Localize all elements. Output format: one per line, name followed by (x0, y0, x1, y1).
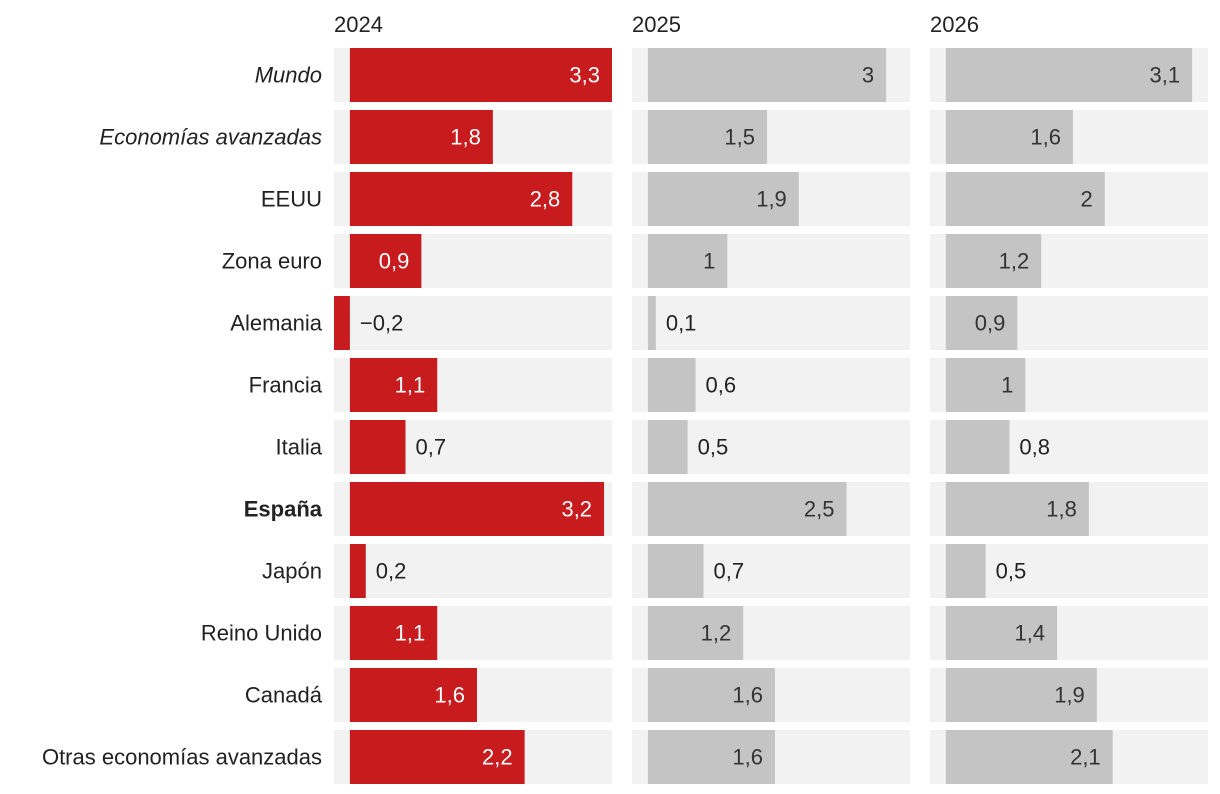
year-panels: 2024 3,3 1,8 2,8 0,9 −0,2 1,1 0,7 3,2 0,2 1,1 1,6 2,… (334, 12, 1208, 784)
value-label-2024-eeuu: 2,8 (530, 187, 561, 212)
panel-title-2026: 2026 (930, 12, 979, 37)
bar-2025-italia (647, 420, 688, 474)
bar-track (334, 296, 612, 350)
bar-2024-alemania (334, 296, 350, 350)
value-label-2026-mundo: 3,1 (1150, 63, 1181, 88)
value-label-2024-espana: 3,2 (561, 497, 592, 522)
value-label-2026-canada: 1,9 (1054, 683, 1085, 708)
row-label-zona-euro: Zona euro (222, 249, 322, 274)
value-label-2024-economias-avanzadas: 1,8 (450, 125, 481, 150)
row-label-alemania: Alemania (230, 311, 322, 336)
value-label-2025-mundo: 3 (862, 63, 874, 88)
value-label-2024-francia: 1,1 (395, 373, 426, 398)
bar-2024-japon (349, 544, 366, 598)
value-label-2025-reino-unido: 1,2 (701, 621, 732, 646)
bar-2026-canada (945, 668, 1097, 722)
bar-2025-espana (647, 482, 847, 536)
bar-2025-otras-economias-avanzadas (647, 730, 775, 784)
row-label-eeuu: EEUU (261, 187, 322, 212)
bar-2025-japon (647, 544, 704, 598)
value-label-2024-otras-economias-avanzadas: 2,2 (482, 745, 513, 770)
row-label-otras-economias-avanzadas: Otras economías avanzadas (42, 745, 322, 770)
value-label-2025-italia: 0,5 (698, 435, 729, 460)
value-label-2025-alemania: 0,1 (666, 311, 697, 336)
bar-2025-reino-unido (647, 606, 744, 660)
bar-2024-otras-economias-avanzadas (349, 730, 525, 784)
bar-2025-francia (647, 358, 696, 412)
value-label-2025-zona-euro: 1 (703, 249, 715, 274)
bar-2026-reino-unido (945, 606, 1058, 660)
value-label-2026-reino-unido: 1,4 (1014, 621, 1045, 646)
bar-2026-eeuu (945, 172, 1105, 226)
value-label-2025-otras-economias-avanzadas: 1,6 (732, 745, 763, 770)
bar-2024-espana (349, 482, 605, 536)
bar-2024-reino-unido (349, 606, 438, 660)
value-label-2026-espana: 1,8 (1046, 497, 1077, 522)
row-label-economias-avanzadas: Economías avanzadas (99, 125, 322, 150)
bar-2026-francia (945, 358, 1026, 412)
bar-2026-italia (945, 420, 1010, 474)
value-label-2026-alemania: 0,9 (975, 311, 1006, 336)
bar-2025-canada (647, 668, 775, 722)
value-label-2025-canada: 1,6 (732, 683, 763, 708)
panel-title-2024: 2024 (334, 12, 383, 37)
row-labels: Mundo Economías avanzadas EEUU Zona euro Ale… (42, 63, 323, 770)
bar-2024-italia (349, 420, 406, 474)
row-label-espana: España (244, 497, 323, 522)
bar-2024-economias-avanzadas (349, 110, 493, 164)
value-label-2026-japon: 0,5 (996, 559, 1027, 584)
bar-2025-alemania (647, 296, 656, 350)
value-label-2024-alemania: −0,2 (360, 311, 403, 336)
value-label-2026-otras-economias-avanzadas: 2,1 (1070, 745, 1101, 770)
value-label-2026-zona-euro: 1,2 (999, 249, 1030, 274)
bar-2026-mundo (945, 48, 1193, 102)
bar-2025-zona-euro (647, 234, 728, 288)
value-label-2026-francia: 1 (1001, 373, 1013, 398)
bar-2026-otras-economias-avanzadas (945, 730, 1113, 784)
row-label-reino-unido: Reino Unido (201, 621, 322, 646)
bar-track (334, 544, 612, 598)
value-label-2026-italia: 0,8 (1019, 435, 1050, 460)
row-label-canada: Canadá (245, 683, 323, 708)
bar-2025-mundo (647, 48, 887, 102)
bar-2024-eeuu (349, 172, 573, 226)
row-label-francia: Francia (249, 373, 323, 398)
row-label-japon: Japón (262, 559, 322, 584)
row-label-mundo: Mundo (255, 63, 322, 88)
bar-2026-japon (945, 544, 986, 598)
value-label-2026-eeuu: 2 (1080, 187, 1092, 212)
value-label-2026-economias-avanzadas: 1,6 (1030, 125, 1061, 150)
bar-2025-economias-avanzadas (647, 110, 768, 164)
value-label-2024-japon: 0,2 (376, 559, 407, 584)
bar-2024-zona-euro (349, 234, 422, 288)
panel-2024: 2024 3,3 1,8 2,8 0,9 −0,2 1,1 0,7 3,2 0,2 1,1 1,6 2,… (334, 12, 612, 784)
bar-2026-economias-avanzadas (945, 110, 1073, 164)
value-label-2025-eeuu: 1,9 (756, 187, 787, 212)
value-label-2024-mundo: 3,3 (569, 63, 600, 88)
bar-track (632, 296, 910, 350)
bar-2025-eeuu (647, 172, 799, 226)
bar-2024-canada (349, 668, 477, 722)
bar-2024-mundo (349, 48, 612, 102)
value-label-2025-economias-avanzadas: 1,5 (724, 125, 755, 150)
bar-2026-zona-euro (945, 234, 1042, 288)
value-label-2025-francia: 0,6 (706, 373, 737, 398)
value-label-2024-zona-euro: 0,9 (379, 249, 410, 274)
value-label-2025-espana: 2,5 (804, 497, 835, 522)
value-label-2024-italia: 0,7 (415, 435, 446, 460)
bar-2024-francia (349, 358, 438, 412)
bar-2026-alemania (945, 296, 1018, 350)
panel-2025: 2025 3 1,5 1,9 1 0,1 0,6 0,5 2,5 0,7 1,2 1,6 1,6 (632, 12, 910, 784)
value-label-2024-reino-unido: 1,1 (395, 621, 426, 646)
bar-2026-espana (945, 482, 1089, 536)
panel-title-2025: 2025 (632, 12, 681, 37)
row-label-italia: Italia (276, 435, 323, 460)
value-label-2024-canada: 1,6 (434, 683, 465, 708)
value-label-2025-japon: 0,7 (713, 559, 744, 584)
panel-2026: 2026 3,1 1,6 2 1,2 0,9 1 0,8 1,8 0,5 1,4 1,9 2,1 (930, 12, 1208, 784)
